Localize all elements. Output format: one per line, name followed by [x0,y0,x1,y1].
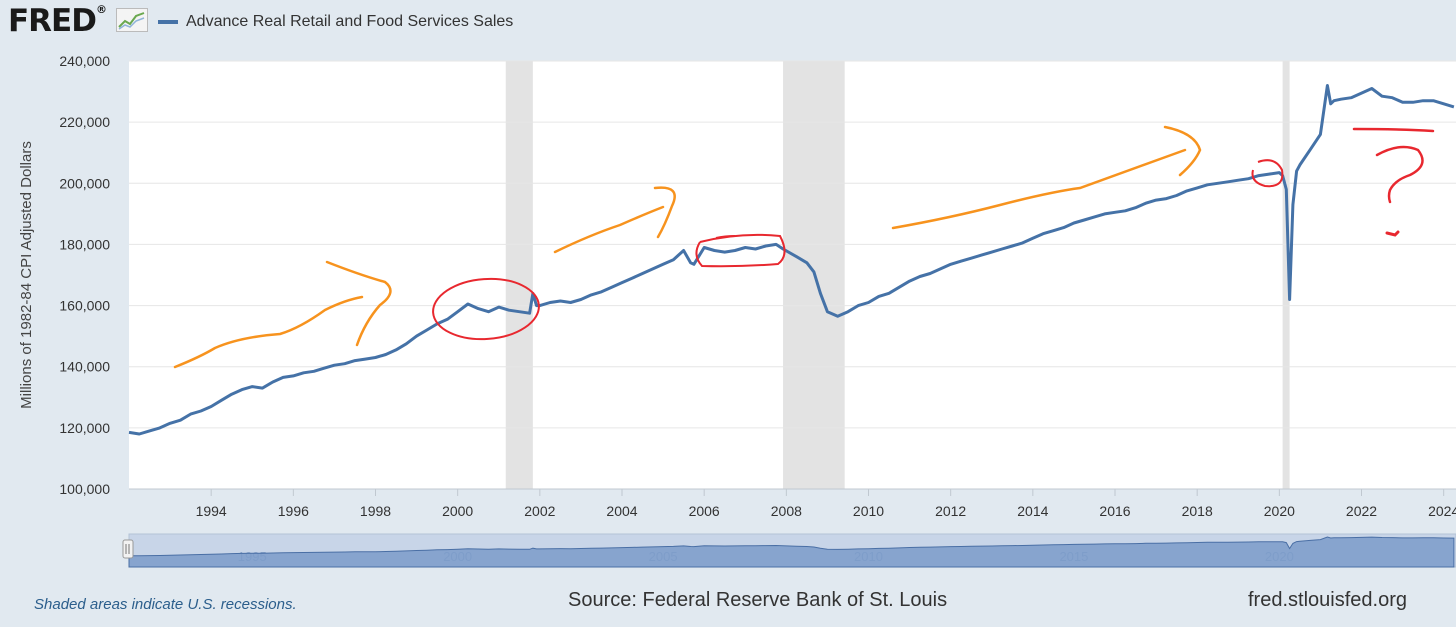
registered-mark: ® [95,3,107,16]
y-tick-label: 140,000 [59,359,110,375]
navigator-left-handle[interactable] [122,539,134,559]
x-tick-label: 2018 [1182,503,1213,519]
y-tick-label: 160,000 [59,298,110,314]
red-circle-2-tick [715,235,736,239]
x-tick-label: 2000 [442,503,473,519]
x-tick-label: 2012 [935,503,966,519]
x-tick-label: 2014 [1017,503,1048,519]
red-question-dot [1385,230,1400,237]
gridlines [129,60,1456,429]
orange-arrow-3-head [1163,125,1202,177]
x-tick-label: 2022 [1346,503,1377,519]
x-tick-label: 1998 [360,503,391,519]
navigator-series-area [128,536,1455,568]
chart-legend[interactable]: Advance Real Retail and Food Services Sa… [158,12,513,32]
orange-arrow-1 [173,295,364,369]
red-circle-2 [695,233,786,268]
orange-arrow-2 [553,205,665,254]
y-axis: 100,000 120,000 140,000 160,000 180,000 200,0… [59,53,110,497]
y-tick-label: 220,000 [59,114,110,130]
orange-arrow-3 [891,148,1187,230]
y-tick-label: 120,000 [59,420,110,436]
y-tick-label: 100,000 [59,481,110,497]
x-axis: 1994 1996 1998 2000 2002 2004 2006 2008 2010 2012… [129,488,1456,519]
red-circle-1 [432,277,540,341]
y-tick-label: 240,000 [59,53,110,69]
fred-logo[interactable]: FRED® [8,3,107,39]
y-tick-label: 200,000 [59,175,110,191]
y-axis-title: Millions of 1982-84 CPI Adjusted Dollars [18,141,35,409]
recession-band-2 [1282,61,1290,489]
chart-logo-icon [116,8,148,32]
annotations [173,125,1435,369]
range-navigator[interactable]: 199520002005201020152020 [122,533,1456,568]
y-tick-label: 180,000 [59,236,110,252]
x-tick-label: 2020 [1264,503,1295,519]
x-tick-label: 2010 [853,503,884,519]
fred-logo-text: FRED [8,3,97,39]
series-layer [128,84,1455,436]
x-tick-label: 2016 [1099,503,1130,519]
x-tick-label: 2008 [771,503,802,519]
source-text: Source: Federal Reserve Bank of St. Loui… [568,589,948,611]
legend-swatch [158,20,178,24]
x-tick-label: 2004 [606,503,637,519]
series-line[interactable] [128,84,1455,436]
red-question-mark [1375,145,1424,204]
recession-footnote: Shaded areas indicate U.S. recessions. [34,596,297,613]
x-tick-label: 2002 [524,503,555,519]
x-tick-label: 2024 [1428,503,1456,519]
red-circle-3 [1251,159,1284,188]
recession-band-0 [505,61,533,489]
x-tick-label: 2006 [689,503,720,519]
orange-arrow-2-head [653,186,676,239]
x-tick-label: 1994 [196,503,227,519]
x-tick-label: 1996 [278,503,309,519]
legend-series-label: Advance Real Retail and Food Services Sa… [186,13,514,30]
recession-bands [505,61,1290,489]
site-link[interactable]: fred.stlouisfed.org [1248,589,1407,611]
red-flat-line [1352,127,1435,133]
orange-arrow-1-head [325,260,392,347]
